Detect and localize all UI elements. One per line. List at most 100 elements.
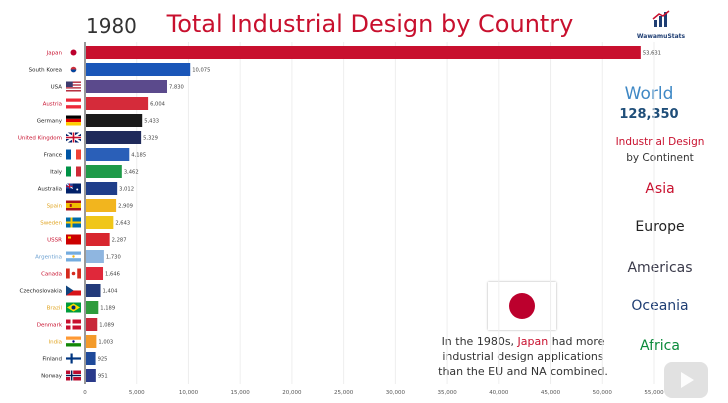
value-label: 925 [98,357,108,363]
caption-text-pre: In the 1980s, [441,335,518,348]
value-label: 7,830 [169,85,184,91]
category-label: Norway [41,374,63,380]
value-label: 3,012 [119,187,134,193]
country-flag-icon [66,115,81,126]
category-label: Denmark [37,323,63,329]
value-label: 3,462 [124,170,139,176]
value-label: 6,004 [150,102,166,108]
category-label: South Korea [29,68,62,74]
country-flag-icon [66,302,81,313]
logo: WawamuStats [636,10,686,40]
country-flag-icon [66,336,81,347]
value-label: 1,404 [103,289,119,295]
country-flag-icon [66,149,81,160]
country-flag-icon [66,319,81,330]
continent-subheading: by Continent [626,152,694,164]
play-button[interactable] [664,362,708,398]
value-label: 951 [98,374,108,380]
bar [86,369,96,382]
category-label: Australia [38,187,62,193]
value-label: 5,329 [143,136,158,142]
x-tick-label: 50,000 [593,390,613,396]
x-tick-label: 0 [83,390,87,396]
x-tick-label: 10,000 [179,390,199,396]
continent-americas: Americas [627,260,693,276]
japan-flag-highlight [488,282,556,330]
x-tick-label: 20,000 [282,390,302,396]
x-tick-label: 45,000 [541,390,561,396]
country-flag-icon [66,234,81,245]
caption-highlight: Japan [517,335,549,348]
country-flag-icon [66,285,81,296]
country-flag-icon [66,200,81,211]
category-label: Finland [42,357,62,363]
caption: In the 1980s, Japan had more industrial … [428,334,618,379]
country-flag-icon [66,98,81,109]
bar-chart-logo-icon [652,10,670,27]
category-label: Spain [47,204,63,210]
country-flag-icon [66,268,81,279]
category-label: Czechoslovakia [20,289,62,295]
bar [86,165,122,178]
caption-line-3: than the EU and NA combined. [438,365,608,378]
bar [86,216,114,229]
bar [86,46,641,59]
category-label: France [44,153,63,159]
category-label: Brazil [47,306,63,312]
bar [86,114,143,127]
bar [86,199,117,212]
bar [86,233,110,246]
category-label: Canada [41,272,62,278]
logo-text: WawamuStats [636,33,686,40]
category-label: Austria [43,102,62,108]
value-label: 2,909 [118,204,133,210]
continent-heading: Industrial Design [615,136,705,148]
x-tick-label: 55,000 [644,390,664,396]
category-label: United Kingdom [18,136,62,142]
x-tick-label: 5,000 [129,390,145,396]
x-tick-label: 30,000 [386,390,406,396]
bar [86,148,130,161]
country-flag-icon [66,47,81,58]
bar [86,182,118,195]
bar [86,250,104,263]
value-label: 1,646 [105,272,120,278]
bar [86,63,191,76]
value-label: 4,185 [131,153,146,159]
category-label: India [49,340,63,346]
bar [86,335,97,348]
value-label: 1,189 [100,306,115,312]
country-flag-icon [66,353,81,364]
bar [86,97,149,110]
category-label: USA [51,85,63,91]
category-label: USSR [47,238,62,244]
x-tick-label: 25,000 [334,390,354,396]
country-flag-icon [66,370,81,381]
bar [86,267,104,280]
year-label: 1980 [86,14,137,38]
bar [86,80,168,93]
caption-text-post: had more [548,335,605,348]
x-tick-label: 40,000 [489,390,509,396]
continent-oceania: Oceania [631,298,689,314]
value-label: 1,730 [106,255,121,261]
country-flag-icon [66,166,81,177]
bar [86,301,99,314]
bar [86,352,96,365]
world-label: World [624,84,674,104]
country-flag-icon [65,131,82,144]
country-flag-icon [66,217,81,228]
value-label: 10,075 [192,68,210,74]
country-flag-icon [66,81,81,92]
continent-asia: Asia [645,181,675,197]
x-tick-label: 15,000 [231,390,251,396]
category-label: Germany [37,119,63,125]
category-label: Italy [50,170,63,176]
value-label: 1,089 [99,323,114,329]
value-label: 53,631 [643,51,661,57]
world-total: 128,350 [619,107,679,122]
country-flag-icon [66,64,81,75]
bar [86,284,101,297]
value-label: 1,003 [98,340,113,346]
